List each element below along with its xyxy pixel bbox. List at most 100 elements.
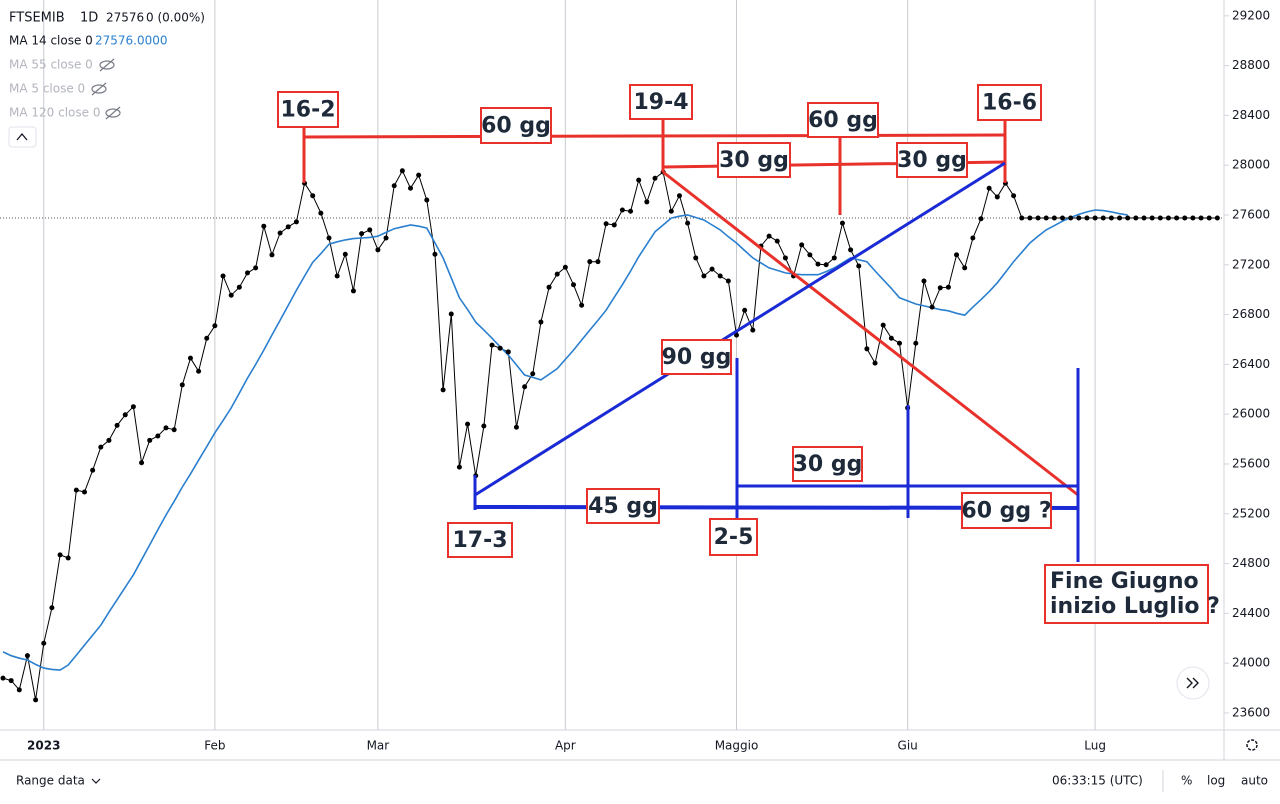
price-point xyxy=(505,349,511,355)
price-point xyxy=(432,251,438,257)
clock: 06:33:15 (UTC) xyxy=(1052,774,1143,788)
annotation-box xyxy=(717,142,791,178)
price-point xyxy=(742,307,748,313)
interval: 1D xyxy=(80,11,98,26)
price-point xyxy=(24,653,30,659)
price-point xyxy=(799,242,805,248)
price-point xyxy=(888,335,894,341)
annotation-box xyxy=(709,518,758,556)
annotation-box xyxy=(807,102,879,138)
price-point xyxy=(293,219,299,225)
auto-toggle[interactable]: auto xyxy=(1241,774,1268,788)
price-point xyxy=(375,247,381,253)
price-point xyxy=(220,273,226,279)
price-point xyxy=(1108,215,1114,221)
annotation-box xyxy=(629,84,693,120)
eye-icon[interactable] xyxy=(105,108,121,118)
price-point xyxy=(978,216,984,222)
price-point xyxy=(880,322,886,328)
price-point xyxy=(652,175,658,181)
price-point xyxy=(1165,215,1171,221)
collapse-button[interactable] xyxy=(8,126,37,148)
price-point xyxy=(261,223,267,229)
price-point xyxy=(1125,215,1131,221)
change: 0 (0.00%) xyxy=(146,11,205,25)
y-tick-label: 27600 xyxy=(1232,207,1270,221)
percent-toggle[interactable]: % xyxy=(1181,774,1192,788)
price-point xyxy=(367,227,373,233)
price-point xyxy=(98,444,104,450)
price-point xyxy=(685,220,691,226)
price-point xyxy=(1035,215,1041,221)
price-point xyxy=(1206,215,1212,221)
price-point xyxy=(408,185,413,191)
price-point xyxy=(179,382,185,388)
price-point xyxy=(644,199,650,205)
x-tick-label: Apr xyxy=(555,739,576,753)
price-point xyxy=(546,284,552,290)
range-button[interactable]: Range data xyxy=(16,774,85,788)
annotation-box xyxy=(961,492,1052,529)
price-point xyxy=(147,437,153,443)
price-point xyxy=(163,425,169,431)
eye-icon[interactable] xyxy=(91,84,107,94)
price-point xyxy=(954,252,960,258)
price-point xyxy=(1198,215,1204,221)
log-toggle[interactable]: log xyxy=(1207,774,1225,788)
price-point xyxy=(269,252,275,258)
price-point xyxy=(831,255,837,261)
ma-line xyxy=(2,209,1128,671)
annotation-text: 60 gg xyxy=(808,108,878,133)
price-point xyxy=(929,304,935,310)
price-point xyxy=(774,238,780,244)
annotation-text: 16-2 xyxy=(280,98,335,123)
price-point xyxy=(236,284,242,290)
price-point xyxy=(1051,215,1057,221)
settings-icon[interactable] xyxy=(1246,739,1258,751)
annotation-text: 2-5 xyxy=(714,525,754,550)
annotation-text: 30 gg xyxy=(793,452,863,477)
price-point xyxy=(595,259,601,265)
price-point xyxy=(1019,215,1025,221)
price-point xyxy=(228,292,234,298)
price-point xyxy=(962,265,968,271)
eye-icon[interactable] xyxy=(99,60,115,70)
price-point xyxy=(538,319,544,325)
price-point xyxy=(285,224,291,230)
scroll-icon xyxy=(1192,677,1199,689)
price-point xyxy=(839,220,845,226)
price-point xyxy=(970,235,976,241)
y-tick-label: 26000 xyxy=(1232,407,1270,421)
scroll-icon xyxy=(1186,677,1193,689)
price-point xyxy=(1174,215,1180,221)
price-point xyxy=(864,346,870,352)
eye-slash xyxy=(99,58,115,72)
price-point xyxy=(57,552,63,558)
eye-icons xyxy=(91,58,121,120)
y-tick-label: 24000 xyxy=(1232,656,1270,670)
price-point xyxy=(579,302,585,308)
annotation-text: 90 gg xyxy=(662,345,732,370)
price-point xyxy=(530,371,536,377)
annotation-box xyxy=(277,91,339,128)
scroll-button[interactable] xyxy=(1176,666,1210,700)
annotation-text: 17-3 xyxy=(452,528,507,553)
collapse-icon xyxy=(16,132,28,141)
x-tick-label: Feb xyxy=(204,739,225,753)
price-point xyxy=(196,368,202,374)
y-tick-label: 27200 xyxy=(1232,257,1270,271)
price-point xyxy=(628,208,634,214)
x-tick-label: Mar xyxy=(367,739,390,753)
price-point xyxy=(33,697,39,703)
drawing-line xyxy=(662,170,1079,497)
price-point xyxy=(750,327,756,333)
drawing-line xyxy=(474,161,1006,497)
symbol: FTSEMIB xyxy=(9,11,65,26)
y-tick-label: 28800 xyxy=(1232,58,1270,72)
annotations: 16-2 60 gg 19-4 60 gg 16-6 30 gg 30 gg 90 gg 30 … xyxy=(277,84,1220,624)
annotation-box xyxy=(480,107,552,144)
price-point xyxy=(1149,215,1155,221)
x-tick-label: Lug xyxy=(1084,739,1106,753)
price-point xyxy=(16,687,22,693)
